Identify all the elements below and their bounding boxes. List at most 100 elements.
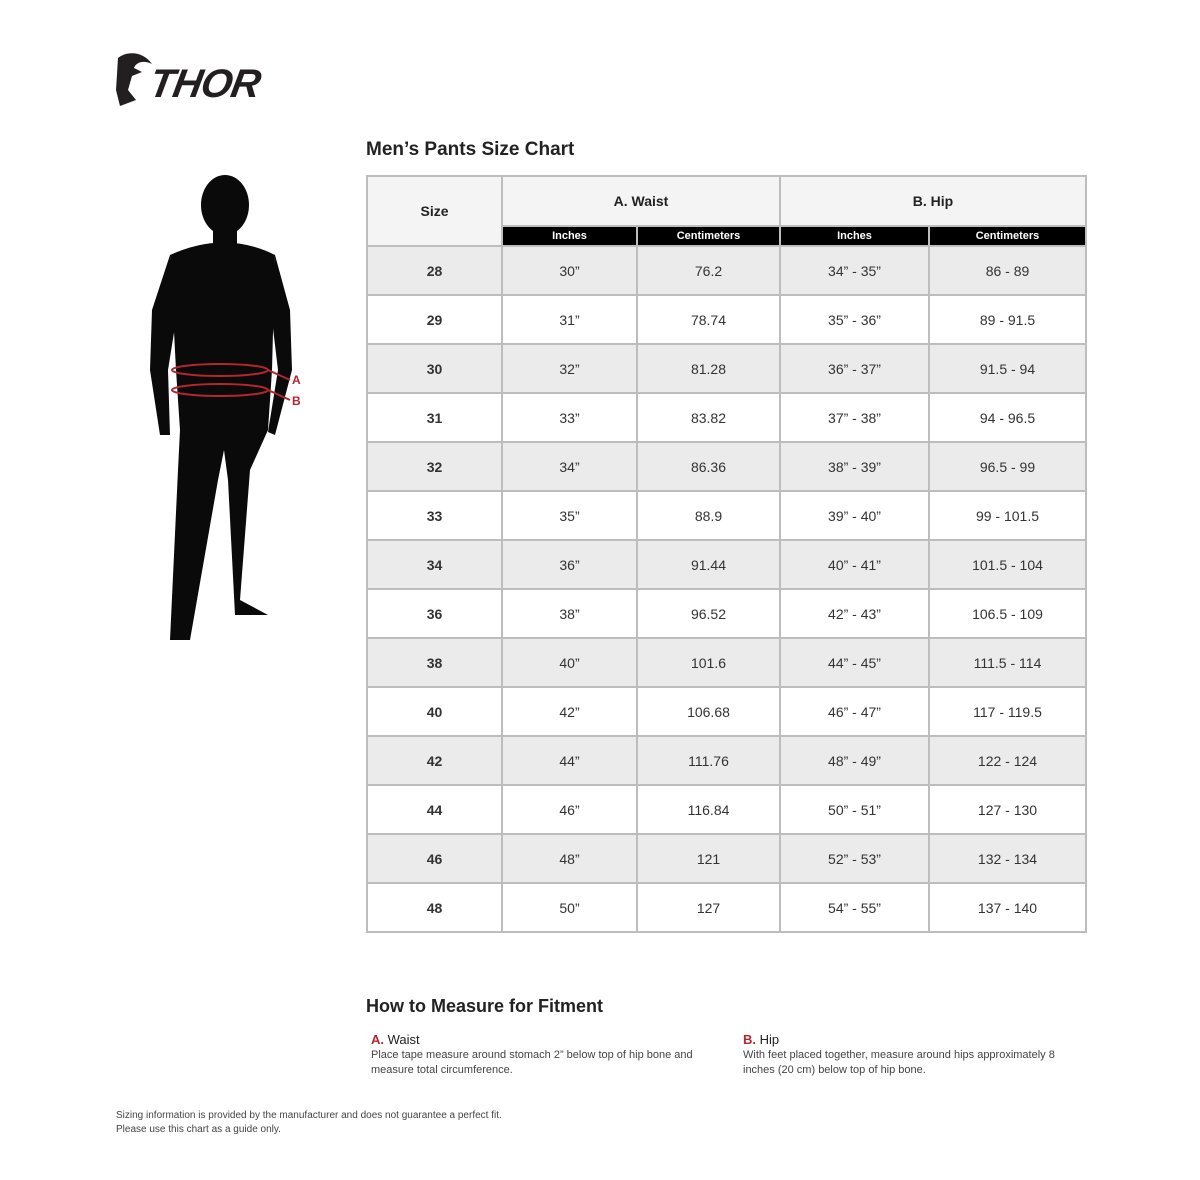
waist-cm-cell: 76.2 [636,245,781,296]
waist-inches-cell: 31” [501,294,638,345]
table-row: 33 35” 88.9 39” - 40” 99 - 101.5 [366,490,1087,541]
size-cell: 29 [366,294,503,345]
waist-cm-cell: 116.84 [636,784,781,835]
hip-cm-cell: 132 - 134 [928,833,1087,884]
waist-inches-cell: 34” [501,441,638,492]
hip-inches-header: Inches [779,225,930,247]
disclaimer-line-2: Please use this chart as a guide only. [116,1124,281,1135]
size-cell: 28 [366,245,503,296]
hip-instructions: B. Hip With feet placed together, measur… [743,1032,1073,1078]
waist-cm-cell: 83.82 [636,392,781,443]
waist-inches-cell: 40” [501,637,638,688]
waist-inches-cell: 48” [501,833,638,884]
disclaimer: Sizing information is provided by the ma… [116,1109,502,1137]
hip-cm-cell: 127 - 130 [928,784,1087,835]
waist-inches-cell: 30” [501,245,638,296]
body-silhouette-figure: A B [150,175,301,640]
size-cell: 30 [366,343,503,394]
table-row: 40 42” 106.68 46” - 47” 117 - 119.5 [366,686,1087,737]
measure-heading: How to Measure for Fitment [366,996,604,1016]
hip-inches-cell: 50” - 51” [779,784,930,835]
waist-cm-cell: 111.76 [636,735,781,786]
size-cell: 36 [366,588,503,639]
waist-inches-cell: 36” [501,539,638,590]
waist-cm-cell: 101.6 [636,637,781,688]
table-row: 31 33” 83.82 37” - 38” 94 - 96.5 [366,392,1087,443]
waist-inches-cell: 42” [501,686,638,737]
hip-cm-cell: 137 - 140 [928,882,1087,933]
table-row: 28 30” 76.2 34” - 35” 86 - 89 [366,245,1087,296]
waist-inches-cell: 50” [501,882,638,933]
waist-cm-cell: 106.68 [636,686,781,737]
table-row: 34 36” 91.44 40” - 41” 101.5 - 104 [366,539,1087,590]
size-cell: 32 [366,441,503,492]
waist-letter: A. [371,1032,384,1047]
hip-inches-cell: 34” - 35” [779,245,930,296]
hip-inches-cell: 40” - 41” [779,539,930,590]
marker-b-label: B [292,394,301,408]
hip-cm-cell: 106.5 - 109 [928,588,1087,639]
waist-cm-cell: 96.52 [636,588,781,639]
waist-inches-cell: 35” [501,490,638,541]
hip-group-header: B. Hip [779,175,1087,227]
hip-inches-cell: 37” - 38” [779,392,930,443]
waist-text: Place tape measure around stomach 2” bel… [371,1049,693,1076]
hip-inches-cell: 35” - 36” [779,294,930,345]
size-header: Size [366,175,503,247]
waist-inches-cell: 44” [501,735,638,786]
hip-cm-cell: 99 - 101.5 [928,490,1087,541]
hip-cm-cell: 122 - 124 [928,735,1087,786]
table-row: 29 31” 78.74 35” - 36” 89 - 91.5 [366,294,1087,345]
waist-cm-cell: 121 [636,833,781,884]
table-row: 32 34” 86.36 38” - 39” 96.5 - 99 [366,441,1087,492]
hip-inches-cell: 46” - 47” [779,686,930,737]
table-row: 44 46” 116.84 50” - 51” 127 - 130 [366,784,1087,835]
brand-logo-text: THOR [146,62,264,106]
size-cell: 31 [366,392,503,443]
page-title: Men’s Pants Size Chart [366,139,575,160]
waist-cm-cell: 81.28 [636,343,781,394]
waist-inches-cell: 32” [501,343,638,394]
waist-cm-header: Centimeters [636,225,781,247]
hip-inches-cell: 48” - 49” [779,735,930,786]
waist-inches-cell: 38” [501,588,638,639]
hip-cm-cell: 86 - 89 [928,245,1087,296]
waist-cm-cell: 127 [636,882,781,933]
waist-group-header: A. Waist [501,175,781,227]
hip-cm-cell: 89 - 91.5 [928,294,1087,345]
hip-cm-cell: 117 - 119.5 [928,686,1087,737]
waist-inches-header: Inches [501,225,638,247]
size-cell: 40 [366,686,503,737]
hip-cm-cell: 94 - 96.5 [928,392,1087,443]
table-row: 36 38” 96.52 42” - 43” 106.5 - 109 [366,588,1087,639]
table-row: 30 32” 81.28 36” - 37” 91.5 - 94 [366,343,1087,394]
hip-cm-cell: 96.5 - 99 [928,441,1087,492]
size-cell: 46 [366,833,503,884]
hip-inches-cell: 38” - 39” [779,441,930,492]
table-row: 38 40” 101.6 44” - 45” 111.5 - 114 [366,637,1087,688]
size-chart-table: Size A. Waist B. Hip Inches Centimeters … [366,175,1087,933]
size-cell: 42 [366,735,503,786]
waist-instructions: A. Waist Place tape measure around stoma… [371,1032,711,1078]
waist-label: Waist [387,1032,420,1047]
hip-inches-cell: 42” - 43” [779,588,930,639]
hip-label: Hip [759,1032,780,1047]
thor-helmet-logo-icon [116,53,152,106]
hip-inches-cell: 39” - 40” [779,490,930,541]
marker-a-label: A [292,373,301,387]
table-row: 42 44” 111.76 48” - 49” 122 - 124 [366,735,1087,786]
waist-cm-cell: 91.44 [636,539,781,590]
hip-cm-cell: 101.5 - 104 [928,539,1087,590]
waist-inches-cell: 46” [501,784,638,835]
size-cell: 34 [366,539,503,590]
hip-cm-cell: 91.5 - 94 [928,343,1087,394]
size-cell: 44 [366,784,503,835]
hip-inches-cell: 44” - 45” [779,637,930,688]
hip-inches-cell: 54” - 55” [779,882,930,933]
size-cell: 38 [366,637,503,688]
hip-inches-cell: 52” - 53” [779,833,930,884]
waist-inches-cell: 33” [501,392,638,443]
waist-cm-cell: 86.36 [636,441,781,492]
size-cell: 33 [366,490,503,541]
